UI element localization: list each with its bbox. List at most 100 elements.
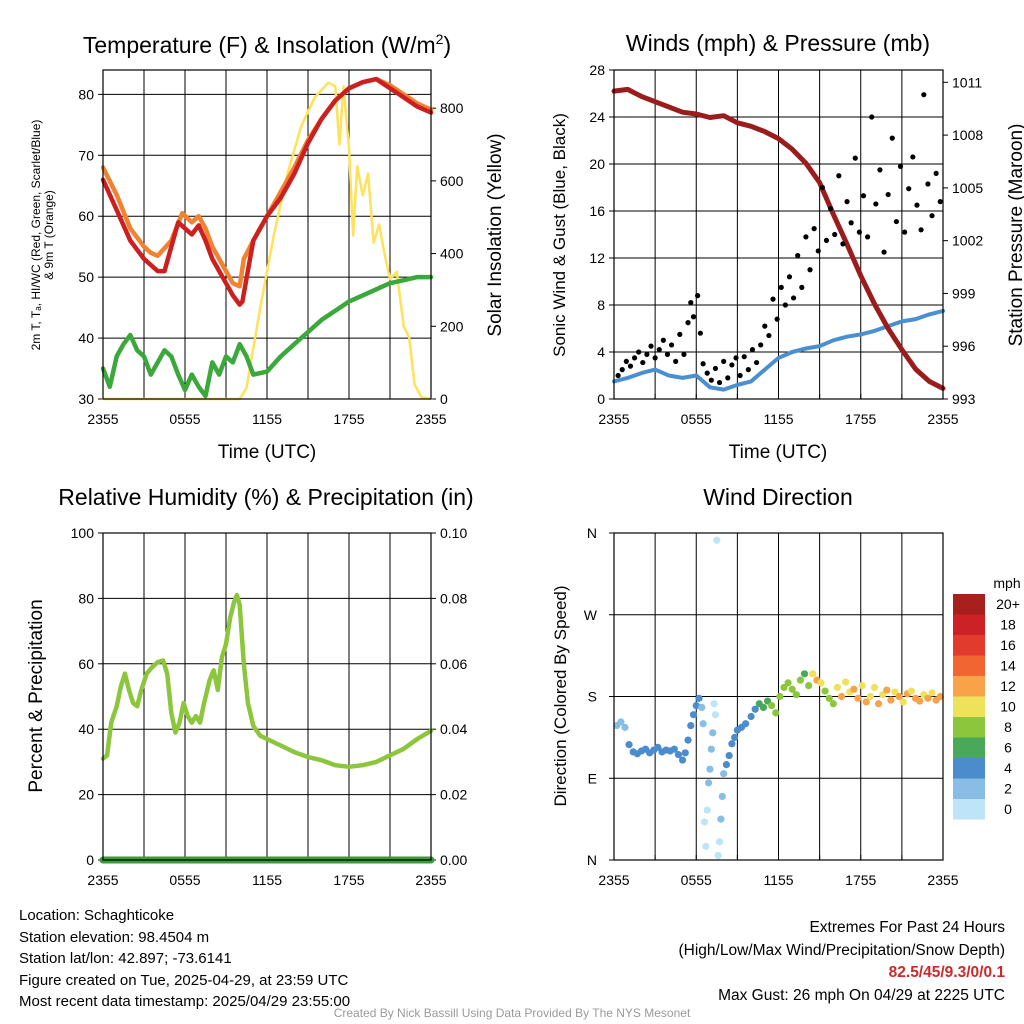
extremes-heading: Extremes For Past 24 Hours xyxy=(809,919,1005,936)
gust-point xyxy=(648,343,654,349)
legend-label: 20+ xyxy=(996,596,1020,612)
gust-point xyxy=(865,234,871,240)
direction-point xyxy=(709,729,717,737)
gust-point xyxy=(615,372,621,379)
legend-swatch xyxy=(953,655,985,676)
direction-point xyxy=(710,700,718,708)
legend-swatch xyxy=(953,737,985,758)
gust-point xyxy=(673,358,679,364)
legend-swatch xyxy=(953,778,985,799)
plot-layer: 2355 0555 1155 1755 235530405060708002004006… xyxy=(71,62,1021,888)
extremes-values: 82.5/45/9.3/0/0.1 xyxy=(888,964,1005,981)
temp-xtick-label: 0555 xyxy=(169,411,200,427)
rh-ytick-label: 60 xyxy=(78,656,94,672)
legend-label: 14 xyxy=(1000,658,1016,674)
wind-xtick-label: 1755 xyxy=(845,411,876,427)
gust-point xyxy=(652,355,658,361)
rh-ytick-right-label: 0.00 xyxy=(440,852,467,868)
pressure-line xyxy=(611,86,946,391)
dewpoint-line xyxy=(100,274,434,399)
gust-point xyxy=(827,206,834,212)
direction-point xyxy=(924,694,932,702)
dir-ytick-label: N xyxy=(587,852,597,868)
legend-label: 12 xyxy=(1000,678,1016,694)
direction-point xyxy=(772,709,780,717)
wind-xlabel: Time (UTC) xyxy=(729,442,828,463)
direction-point xyxy=(862,698,870,706)
rh-ytick-label: 20 xyxy=(78,787,94,803)
temp-2m-line xyxy=(100,76,434,307)
direction-point xyxy=(625,741,633,749)
gust-point xyxy=(902,229,908,235)
gust-point xyxy=(807,267,813,273)
direction-point xyxy=(887,696,895,704)
wind-xtick-label: 0555 xyxy=(681,411,712,427)
gust-point xyxy=(697,330,703,336)
temp-ytick-label: 70 xyxy=(78,147,94,163)
rh-ytick-right-label: 0.04 xyxy=(440,721,467,737)
temp-xtick-label: 1755 xyxy=(333,411,364,427)
direction-point xyxy=(928,689,936,697)
gust-point xyxy=(729,362,735,368)
direction-point xyxy=(776,692,784,701)
gust-point xyxy=(918,227,924,233)
gust-point xyxy=(889,135,895,141)
gust-point xyxy=(819,184,825,191)
gust-point xyxy=(860,193,867,199)
wind-ytick-right-label: 1008 xyxy=(952,127,983,143)
wind-ytick-label: 12 xyxy=(589,250,605,266)
direction-point xyxy=(858,682,866,690)
temp-ylabel-left-line1: 2m T, Tₐ, HI/WC (Red, Green, Scarlet/Blu… xyxy=(29,120,43,351)
gust-point xyxy=(795,253,801,259)
dir-xtick-label: 2355 xyxy=(927,872,958,888)
gust-point xyxy=(852,155,858,161)
legend-label: 2 xyxy=(1004,781,1012,797)
gust-point xyxy=(688,300,694,306)
rh-ytick-label: 0 xyxy=(86,852,94,868)
gust-point xyxy=(685,320,691,326)
wind-ylabel-left: Sonic Wind & Gust (Blue, Black) xyxy=(550,113,569,357)
direction-point xyxy=(715,838,724,846)
gust-point xyxy=(786,274,793,280)
direction-point xyxy=(759,703,768,712)
legend-label: 10 xyxy=(1000,699,1016,715)
gust-point xyxy=(803,234,809,240)
direction-point xyxy=(670,745,678,753)
gust-point xyxy=(774,316,780,322)
gust-point xyxy=(881,249,887,255)
wind-ytick-label: 0 xyxy=(597,391,605,407)
wind-ytick-label: 24 xyxy=(589,109,605,125)
temp-ytick-right-label: 0 xyxy=(440,391,448,407)
temp-ytick-label: 50 xyxy=(78,269,94,285)
figure-created: Figure created on Tue, 2025-04-29, at 23… xyxy=(19,971,349,989)
gust-point xyxy=(741,354,747,360)
temp-title: Temperature (F) & Insolation (W/m2) xyxy=(83,31,451,58)
temp-ytick-right-label: 400 xyxy=(440,246,464,262)
rh-ytick-label: 80 xyxy=(78,590,94,606)
temp-xlabel: Time (UTC) xyxy=(218,442,317,463)
legend-label: 16 xyxy=(1000,637,1016,653)
rh-ytick-right-label: 0.08 xyxy=(440,590,467,606)
dir-ytick-label: N xyxy=(587,525,597,541)
gust-point xyxy=(925,181,931,187)
gust-point xyxy=(844,199,850,205)
insolation-line xyxy=(101,81,433,401)
direction-point xyxy=(829,700,837,708)
gust-point xyxy=(893,218,899,225)
direction-point xyxy=(874,700,883,708)
direction-point xyxy=(784,679,792,687)
temp-ytick-right-label: 200 xyxy=(440,318,464,334)
gust-point xyxy=(770,296,776,302)
direction-point xyxy=(702,842,710,850)
dir-xtick-label: 1755 xyxy=(845,872,876,888)
gust-point xyxy=(619,367,625,373)
wind-ytick-right-label: 1005 xyxy=(952,180,983,196)
direction-point xyxy=(916,697,924,705)
direction-point xyxy=(768,701,776,710)
credit-line: Created By Nick Bassill Using Data Provi… xyxy=(333,1006,691,1020)
gust-point xyxy=(869,114,875,120)
gust-point xyxy=(640,359,646,366)
dir-xtick-label: 2355 xyxy=(598,872,629,888)
gust-point xyxy=(725,375,731,381)
direction-point xyxy=(825,694,833,702)
